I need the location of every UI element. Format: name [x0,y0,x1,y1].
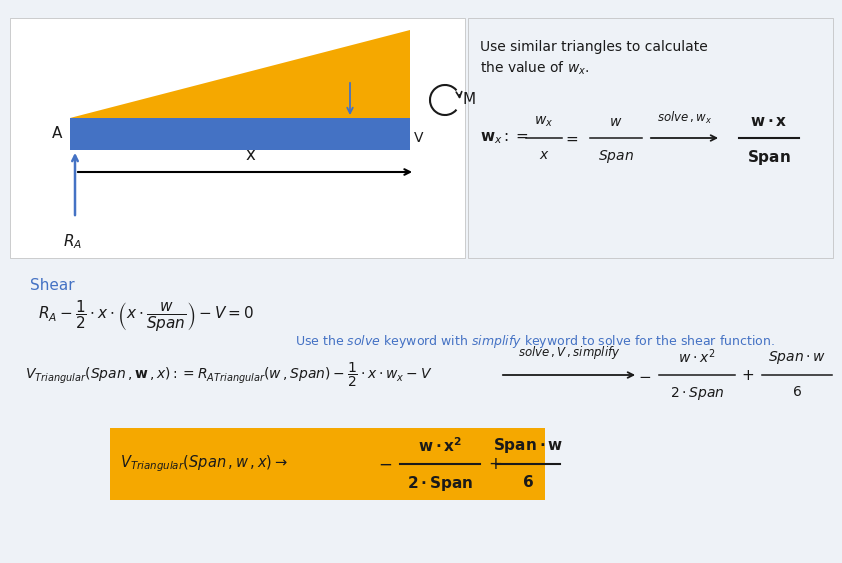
Text: $-$: $-$ [638,368,652,382]
Text: $\mathbf{2 \cdot Span}$: $\mathbf{2 \cdot Span}$ [407,474,473,493]
Polygon shape [70,30,410,118]
Text: $V_{Triangular}(Span\,,\mathbf{w}\,,x):=R_{ATriangular}(w\,,Span)-\dfrac{1}{2}\c: $V_{Triangular}(Span\,,\mathbf{w}\,,x):=… [25,361,432,389]
Text: $Span$: $Span$ [598,148,634,165]
Text: Use similar triangles to calculate: Use similar triangles to calculate [480,40,708,54]
Text: $w \cdot x^2$: $w \cdot x^2$ [679,347,716,366]
Text: A: A [51,127,62,141]
Text: $R_A-\dfrac{1}{2}\cdot x\cdot\left(x\cdot\dfrac{w}{Span}\right)-V=0$: $R_A-\dfrac{1}{2}\cdot x\cdot\left(x\cdo… [38,298,254,334]
Text: x: x [245,146,255,164]
Text: Use the $\mathit{solve}$ keyword with $\mathit{simplify}$ keyword to solve for t: Use the $\mathit{solve}$ keyword with $\… [295,333,775,351]
Text: $2 \cdot Span$: $2 \cdot Span$ [669,385,724,402]
Text: x/3: x/3 [352,96,366,105]
Text: $=$: $=$ [563,131,579,145]
Text: $+$: $+$ [742,368,754,382]
Text: $\mathbf{6}$: $\mathbf{6}$ [522,474,534,490]
Text: $+$: $+$ [488,455,502,473]
Text: the value of $w_x$.: the value of $w_x$. [480,60,589,77]
Bar [110,428,545,500]
Text: M: M [463,92,476,108]
Text: $W_x$: $W_x$ [362,78,384,94]
Text: $w$: $w$ [610,115,623,129]
Text: Shear: Shear [30,278,75,293]
Text: $solve\,,V\,,simplify$: $solve\,,V\,,simplify$ [518,344,621,361]
Text: $\mathbf{w}_x:=$: $\mathbf{w}_x:=$ [480,130,528,146]
Text: $solve\,,w_x$: $solve\,,w_x$ [657,110,712,126]
Text: $\mathbf{Span}$: $\mathbf{Span}$ [747,148,791,167]
Text: $x$: $x$ [539,148,549,162]
Text: $-$: $-$ [378,455,392,473]
Bar [70,118,410,150]
Text: $\mathbf{w \cdot x^2}$: $\mathbf{w \cdot x^2}$ [418,436,462,455]
Text: $w_x$: $w_x$ [535,115,553,129]
Text: $6$: $6$ [792,385,802,399]
Text: $\mathbf{w \cdot x}$: $\mathbf{w \cdot x}$ [750,114,788,129]
Text: $R_A$: $R_A$ [63,232,83,251]
Text: $Span \cdot w$: $Span \cdot w$ [768,349,826,366]
Text: $\mathbf{Span \cdot w}$: $\mathbf{Span \cdot w}$ [493,436,563,455]
Text: $V_{Triangular}(Span\,,w\,,x)\rightarrow$: $V_{Triangular}(Span\,,w\,,x)\rightarrow… [120,454,288,474]
Text: V: V [414,131,424,145]
Bar [468,18,833,258]
Bar [10,18,465,258]
